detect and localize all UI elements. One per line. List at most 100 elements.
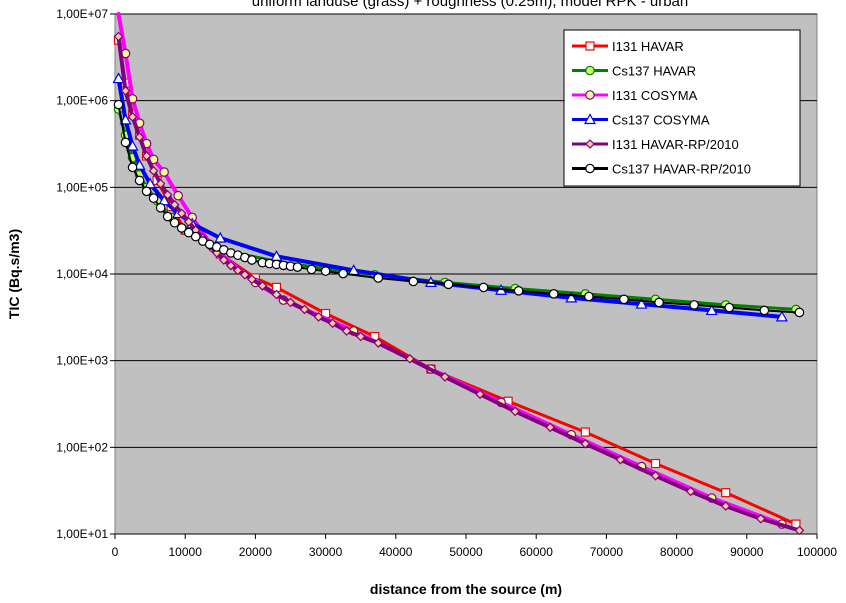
legend-label: Cs137 HAVAR-RP/2010 — [612, 162, 751, 177]
legend-label: Cs137 HAVAR — [612, 64, 696, 79]
series-lines — [112, 12, 805, 536]
data-point — [127, 112, 138, 122]
legend-label: I131 COSYMA — [612, 88, 698, 103]
x-tick-labels: 0 10000 20000 30000 40000 50000 60000 70000 8000… — [112, 545, 838, 559]
data-point — [513, 285, 524, 296]
y-tick-label: 1,00E+02 — [56, 440, 108, 454]
legend-label: Cs137 COSYMA — [612, 113, 710, 128]
data-point — [478, 282, 489, 293]
data-point — [299, 304, 310, 315]
data-point — [113, 31, 124, 42]
data-point — [173, 190, 183, 201]
data-point — [214, 231, 227, 243]
x-tick-label: 80000 — [660, 545, 694, 559]
data-point — [225, 260, 236, 271]
data-point — [190, 231, 201, 242]
data-point — [169, 217, 180, 228]
data-point — [169, 199, 180, 210]
data-point — [724, 302, 735, 313]
x-tick-label: 30000 — [309, 545, 343, 559]
y-tick-label: 1,00E+06 — [56, 94, 108, 108]
data-point — [338, 268, 348, 279]
data-point — [759, 305, 770, 316]
data-point — [247, 255, 257, 265]
legend-label: I131 HAVAR — [612, 39, 684, 54]
data-point — [341, 326, 352, 336]
data-point — [120, 85, 131, 96]
data-point — [183, 227, 194, 238]
data-point — [159, 167, 169, 177]
data-point — [373, 273, 384, 283]
data-point — [126, 139, 139, 151]
data-point — [113, 99, 124, 110]
data-point — [155, 178, 166, 189]
data-point — [650, 458, 661, 469]
data-point — [292, 262, 303, 272]
data-point — [440, 372, 450, 382]
data-point — [183, 216, 194, 227]
x-tick-label: 60000 — [520, 545, 554, 559]
data-point — [144, 177, 157, 189]
x-tick-label: 70000 — [590, 545, 624, 559]
x-tick-label: 10000 — [169, 545, 203, 559]
data-point — [373, 338, 384, 348]
legend-box — [563, 29, 801, 187]
legend-marker — [585, 90, 595, 100]
data-point — [548, 289, 559, 299]
data-point — [355, 331, 366, 342]
data-point — [775, 310, 788, 322]
data-point — [162, 189, 173, 200]
data-point — [218, 255, 229, 265]
data-point — [176, 223, 187, 233]
x-tick-label: 20000 — [239, 545, 273, 559]
data-point — [615, 454, 626, 465]
legend-marker — [585, 139, 595, 149]
y-tick-label: 1,00E+04 — [56, 267, 108, 281]
legend-label: I131 HAVAR-RP/2010 — [612, 137, 739, 152]
data-point — [240, 269, 250, 280]
data-point — [443, 279, 454, 290]
x-tick-label: 100000 — [797, 545, 837, 559]
x-tick-label: 40000 — [379, 545, 413, 559]
data-point — [650, 470, 661, 481]
data-point — [689, 300, 699, 310]
x-tick-label: 50000 — [449, 545, 483, 559]
chart-title: uniform landuse (grass) + roughness (0.2… — [252, 0, 688, 10]
legend: I131 HAVAR Cs137 HAVAR I131 COSYMA Cs137 CO… — [563, 29, 801, 187]
data-point — [134, 175, 145, 186]
data-point — [257, 280, 268, 291]
y-tick-label: 1,00E+03 — [56, 354, 108, 368]
y-tick-labels: 1,00E+01 1,00E+02 1,00E+03 1,00E+04 1,00E+05… — [56, 7, 108, 541]
data-point — [271, 289, 282, 300]
legend-marker — [585, 41, 595, 51]
data-point — [510, 406, 520, 417]
x-axis-title: distance from the source (m) — [370, 581, 562, 597]
data-point — [134, 132, 145, 142]
x-tick-label: 0 — [112, 545, 119, 559]
data-point — [112, 72, 125, 84]
data-point — [247, 274, 257, 285]
data-point — [148, 165, 159, 176]
data-point — [327, 318, 338, 329]
data-point — [619, 294, 629, 305]
data-point — [141, 186, 152, 197]
data-point — [408, 276, 419, 287]
data-point — [119, 113, 132, 125]
y-tick-label: 1,00E+01 — [56, 527, 108, 541]
data-point — [320, 266, 331, 276]
data-point — [313, 312, 324, 322]
y-tick-label: 1,00E+05 — [56, 180, 108, 194]
data-point — [755, 513, 766, 524]
data-point — [148, 193, 159, 203]
data-point — [306, 264, 317, 275]
x-tick-label: 90000 — [730, 545, 764, 559]
data-point — [404, 353, 415, 364]
data-point — [127, 162, 138, 173]
gridlines — [110, 13, 818, 539]
data-point — [545, 422, 556, 433]
data-point — [176, 208, 187, 219]
legend-marker — [585, 65, 595, 76]
data-point — [285, 297, 296, 308]
data-point — [705, 304, 718, 316]
data-point — [584, 291, 594, 302]
